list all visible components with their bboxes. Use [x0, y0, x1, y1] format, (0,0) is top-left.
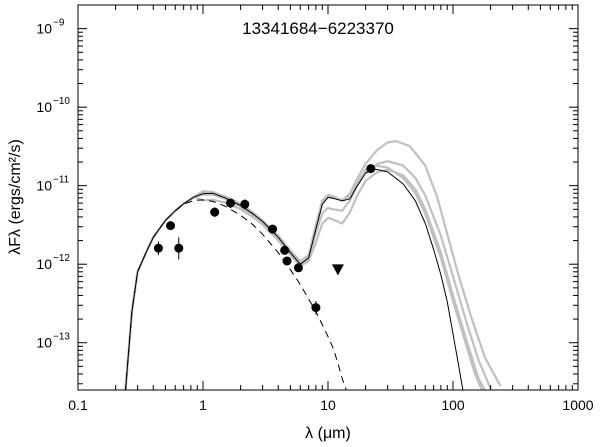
- data-point-6: [240, 199, 250, 209]
- data-point-3: [174, 243, 184, 253]
- x-axis-label: λ (μm): [305, 425, 351, 442]
- x-tick-label: 100: [441, 397, 465, 413]
- data-point-2: [166, 221, 176, 231]
- y-axis-label: λFλ (ergs/cm²/s): [7, 139, 24, 255]
- models-layer: [124, 140, 502, 390]
- y-tick-label: 10: [36, 256, 52, 272]
- upper-limit-marker-1: [331, 264, 344, 276]
- y-tick-exponent: −12: [53, 253, 70, 264]
- chart-title: 13341684−6223370: [242, 19, 394, 38]
- y-tick-label: 10: [36, 99, 52, 115]
- y-tick-label: 10: [36, 21, 52, 37]
- data-point-5: [226, 198, 236, 208]
- data-point-9: [282, 256, 292, 266]
- x-tick-label: 0.1: [68, 397, 88, 413]
- x-tick-label: 10: [320, 397, 336, 413]
- x-tick-label: 1: [199, 397, 207, 413]
- y-tick-label: 10: [36, 335, 52, 351]
- data-point-12: [366, 164, 376, 174]
- observations-layer: [153, 164, 376, 315]
- y-tick-exponent: −13: [53, 332, 70, 343]
- data-point-10: [293, 263, 303, 273]
- data-point-8: [280, 245, 290, 255]
- stellar-photosphere-curve: [125, 199, 347, 390]
- y-tick-exponent: −11: [53, 175, 70, 186]
- data-point-11: [311, 303, 321, 313]
- y-tick-exponent: −9: [53, 18, 65, 29]
- y-tick-exponent: −10: [53, 96, 70, 107]
- y-tick-label: 10: [36, 178, 52, 194]
- x-tick-label: 1000: [562, 397, 593, 413]
- data-point-1: [153, 243, 163, 253]
- data-point-4: [210, 207, 220, 217]
- data-point-7: [268, 224, 278, 234]
